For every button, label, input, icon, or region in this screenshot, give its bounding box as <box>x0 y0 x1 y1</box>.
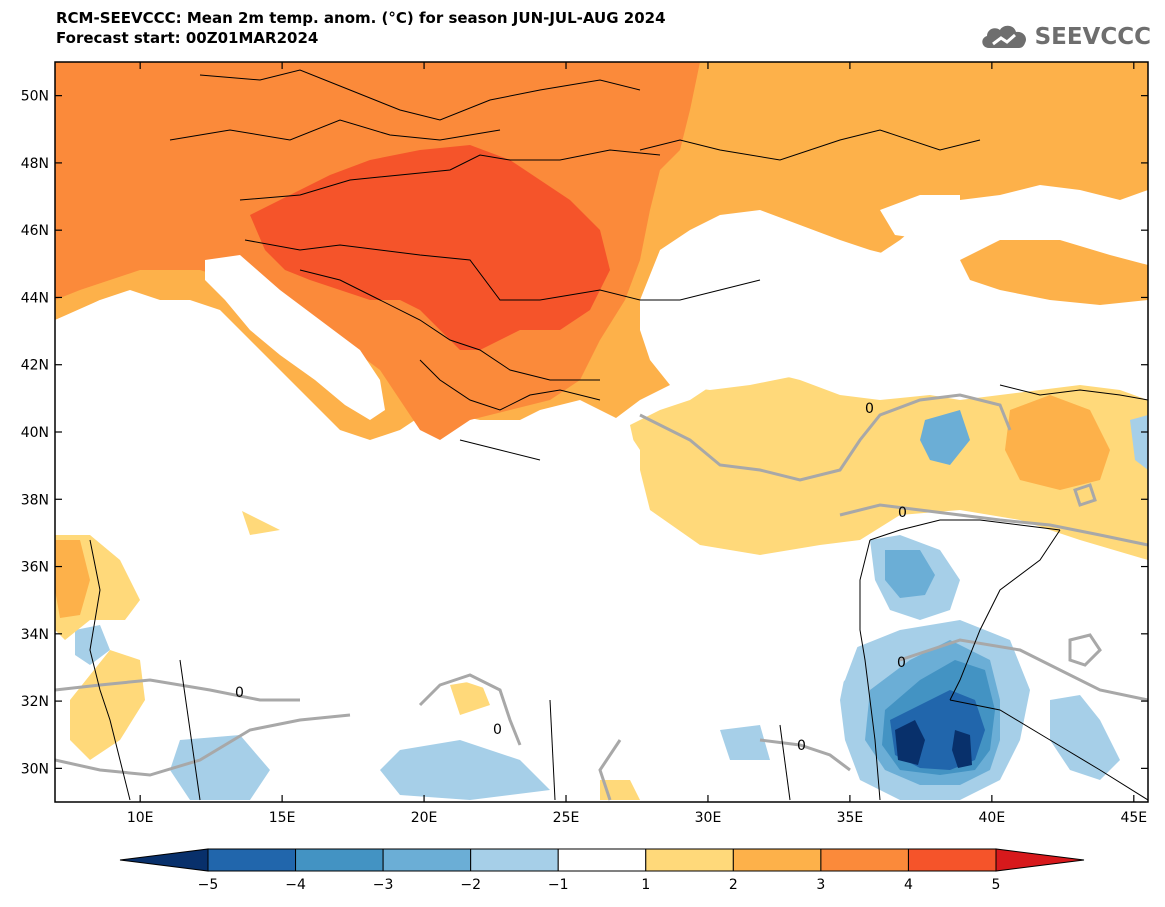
zero-contour-line <box>1068 633 1102 667</box>
latitude-axis: 50N 48N 46N 44N 42N 40N 38N 36N 34N 32N 30N <box>21 89 1148 777</box>
lat-tick-label: 36N <box>21 560 49 576</box>
colorbar-box <box>557 848 647 872</box>
country-borders <box>89 69 1148 801</box>
zero-contour-label: 0 <box>235 685 244 701</box>
lon-tick-label: 30E <box>695 810 722 826</box>
lat-tick-label: 50N <box>21 89 49 105</box>
lat-tick-label: 46N <box>21 223 49 239</box>
anomaly-region-4-5 <box>250 145 610 350</box>
colorbar-extend-low <box>119 848 209 872</box>
colorbar-label: −3 <box>373 877 394 893</box>
lat-tick-label: 48N <box>21 156 49 172</box>
colorbar-label: −5 <box>198 877 219 893</box>
zero-contour-line <box>598 739 622 801</box>
anomaly-region-1-2 <box>55 62 1148 560</box>
lon-tick-label: 10E <box>127 810 154 826</box>
lat-tick-label: 32N <box>21 694 49 710</box>
colorbar-extend-high <box>995 848 1085 872</box>
zero-contour-label: 0 <box>897 655 906 671</box>
map-field <box>55 62 1148 802</box>
lon-tick-label: 35E <box>837 810 864 826</box>
colorbar-box <box>732 848 822 872</box>
colorbar-box <box>907 848 997 872</box>
zero-contour-line <box>759 738 851 772</box>
zero-contours <box>55 393 1148 801</box>
azov-sea <box>880 195 960 240</box>
zero-contour-label: 0 <box>797 738 806 754</box>
colorbar-label: −4 <box>285 877 306 893</box>
colorbar-box <box>207 848 297 872</box>
zero-contour-line <box>55 678 300 702</box>
colorbar: −5 −4 −3 −2 −1 1 2 3 4 5 <box>119 848 1085 893</box>
chart-title: RCM-SEEVCCC: Mean 2m temp. anom. (°C) fo… <box>56 9 666 27</box>
lat-tick-label: 44N <box>21 290 49 306</box>
anomaly-region-below-minus5 <box>895 720 972 768</box>
zero-contour-label: 0 <box>493 722 502 738</box>
lat-tick-label: 34N <box>21 627 49 643</box>
black-sea <box>640 210 1030 390</box>
zero-contour-line <box>899 638 1148 702</box>
zero-contour-label: 0 <box>865 401 874 417</box>
adriatic-sea <box>205 255 385 420</box>
lat-tick-label: 38N <box>21 492 49 508</box>
lat-tick-label: 30N <box>21 761 49 777</box>
longitude-axis: 10E 15E 20E 25E 30E 35E 40E 45E <box>127 62 1147 826</box>
colorbar-box <box>820 848 909 872</box>
lon-tick-label: 25E <box>553 810 580 826</box>
tyrrhenian-mediterranean <box>55 300 340 535</box>
colorbar-label: −1 <box>548 877 569 893</box>
zero-contour-line <box>839 503 1148 547</box>
colorbar-label: 2 <box>729 877 738 893</box>
colorbar-box <box>382 848 472 872</box>
zero-contour-line <box>1073 483 1097 507</box>
zero-contour-label: 0 <box>898 505 907 521</box>
colorbar-label: 4 <box>904 877 913 893</box>
seevccc-logo: SEEVCCC <box>979 22 1151 52</box>
colorbar-label: 5 <box>992 877 1001 893</box>
aegean-sea <box>495 400 650 580</box>
lon-tick-label: 20E <box>411 810 438 826</box>
zero-contour-line <box>418 673 522 746</box>
colorbar-box <box>645 848 734 872</box>
forecast-start: Forecast start: 00Z01MAR2024 <box>56 29 319 47</box>
anomaly-region-east-anatolia <box>1005 395 1110 490</box>
anomaly-region-caucasus <box>960 240 1148 305</box>
colorbar-box <box>470 848 559 872</box>
colorbar-label: −2 <box>460 877 481 893</box>
lat-tick-label: 42N <box>21 358 49 374</box>
zero-contour-line <box>639 393 1012 482</box>
lat-tick-label: 40N <box>21 425 49 441</box>
lon-tick-label: 45E <box>1120 810 1147 826</box>
eastern-mediterranean <box>140 500 870 740</box>
colorbar-label: 1 <box>641 877 650 893</box>
lon-tick-label: 40E <box>979 810 1006 826</box>
colorbar-box <box>295 848 384 872</box>
colorbar-label: 3 <box>816 877 825 893</box>
logo-text: SEEVCCC <box>1034 24 1151 50</box>
anomaly-region-africa-warm2 <box>55 540 90 618</box>
zero-contour-line <box>55 713 351 777</box>
title-block: RCM-SEEVCCC: Mean 2m temp. anom. (°C) fo… <box>56 8 666 48</box>
lon-tick-label: 15E <box>269 810 296 826</box>
cloud-icon <box>981 25 1026 48</box>
